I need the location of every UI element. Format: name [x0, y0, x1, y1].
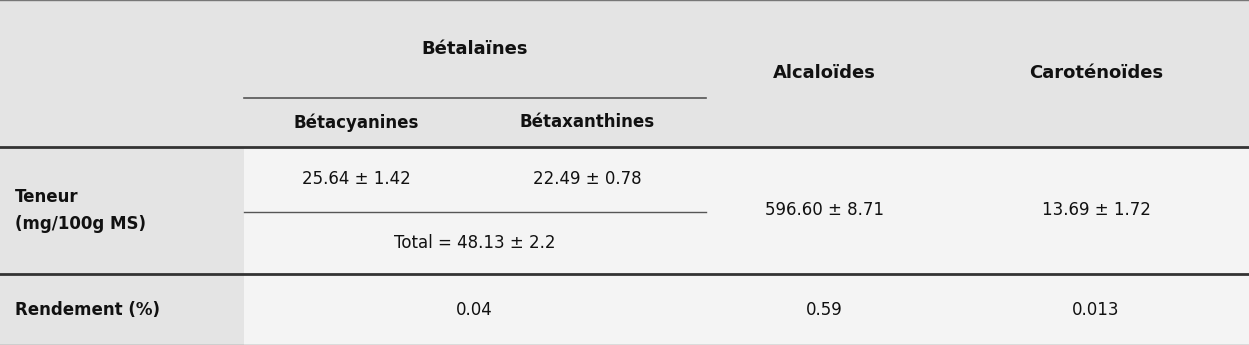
Text: 596.60 ± 8.71: 596.60 ± 8.71 — [764, 201, 884, 219]
Text: Bétaxanthines: Bétaxanthines — [520, 114, 654, 131]
Text: Bétalaïnes: Bétalaïnes — [421, 40, 528, 58]
Bar — [0, 147, 244, 274]
Text: Teneur
(mg/100g MS): Teneur (mg/100g MS) — [15, 188, 146, 233]
Text: 0.013: 0.013 — [1072, 300, 1120, 319]
Text: Total = 48.13 ± 2.2: Total = 48.13 ± 2.2 — [393, 234, 556, 252]
Text: 0.59: 0.59 — [806, 300, 843, 319]
Text: Caroténoïdes: Caroténoïdes — [1029, 64, 1163, 82]
Text: 25.64 ± 1.42: 25.64 ± 1.42 — [301, 170, 411, 188]
Bar — [244, 274, 1249, 345]
Text: Bétacyanines: Bétacyanines — [294, 113, 418, 132]
Bar — [0, 274, 244, 345]
Bar — [244, 147, 1249, 274]
Bar — [0, 0, 244, 147]
Text: 13.69 ± 1.72: 13.69 ± 1.72 — [1042, 201, 1150, 219]
Text: 22.49 ± 0.78: 22.49 ± 0.78 — [533, 170, 641, 188]
Text: 0.04: 0.04 — [456, 300, 493, 319]
Text: Alcaloïdes: Alcaloïdes — [773, 64, 876, 82]
Text: Rendement (%): Rendement (%) — [15, 300, 160, 319]
Bar — [244, 0, 1249, 147]
